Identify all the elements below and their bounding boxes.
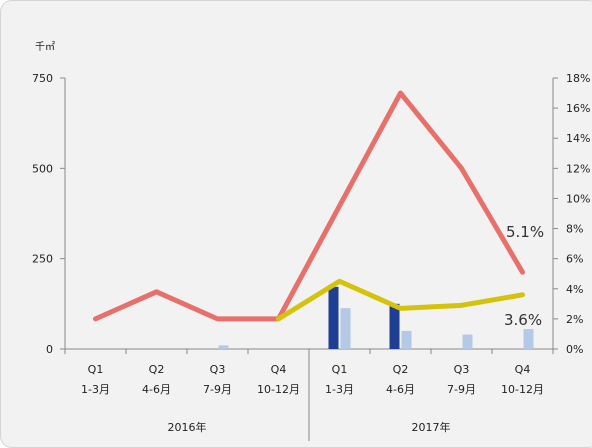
annotation-red-last: 5.1% <box>506 223 544 241</box>
bar-light <box>462 334 473 349</box>
year-group-label: 2016年 <box>168 420 207 434</box>
line-series-red <box>93 90 525 322</box>
x-month-label: 4-6月 <box>142 383 171 396</box>
x-quarter-label: Q4 <box>515 363 531 376</box>
x-quarter-label: Q1 <box>88 363 104 376</box>
x-month-label: 7-9月 <box>447 383 476 396</box>
y-right-tick-label: 12% <box>566 162 590 175</box>
x-month-label: 1-3月 <box>81 383 110 396</box>
x-month-label: 4-6月 <box>386 383 415 396</box>
y-right-tick-label: 0% <box>566 343 583 356</box>
year-group-label: 2017年 <box>412 420 451 434</box>
bar-dark <box>389 303 400 349</box>
x-quarter-label: Q3 <box>454 363 470 376</box>
y-left-unit-label: 千㎡ <box>35 41 55 53</box>
annotation-yellow-last: 3.6% <box>504 311 542 329</box>
bar-light <box>401 330 412 349</box>
line-series-yellow <box>276 278 525 322</box>
y-left-tick-label: 750 <box>32 72 53 85</box>
bar-light <box>340 308 351 349</box>
x-quarter-label: Q3 <box>210 363 226 376</box>
y-right-tick-label: 18% <box>566 72 590 85</box>
y-left-tick-label: 500 <box>32 162 53 175</box>
bar-light <box>218 345 229 349</box>
x-quarter-label: Q2 <box>149 363 165 376</box>
x-month-label: 1-3月 <box>325 383 354 396</box>
x-month-label: 10-12月 <box>501 383 544 396</box>
bar-dark <box>328 286 339 349</box>
x-month-label: 7-9月 <box>203 383 232 396</box>
bar-light <box>523 329 534 349</box>
x-quarter-label: Q4 <box>271 363 287 376</box>
y-right-tick-label: 4% <box>566 283 583 296</box>
y-left-tick-label: 0 <box>46 343 53 356</box>
y-right-tick-label: 10% <box>566 192 590 205</box>
y-right-tick-label: 6% <box>566 253 583 266</box>
x-quarter-label: Q1 <box>332 363 348 376</box>
y-right-tick-label: 14% <box>566 132 590 145</box>
y-right-tick-label: 2% <box>566 313 583 326</box>
y-left-tick-label: 250 <box>32 253 53 266</box>
x-month-label: 10-12月 <box>257 383 300 396</box>
y-right-tick-label: 16% <box>566 102 590 115</box>
y-right-tick-label: 8% <box>566 223 583 236</box>
x-quarter-label: Q2 <box>393 363 409 376</box>
